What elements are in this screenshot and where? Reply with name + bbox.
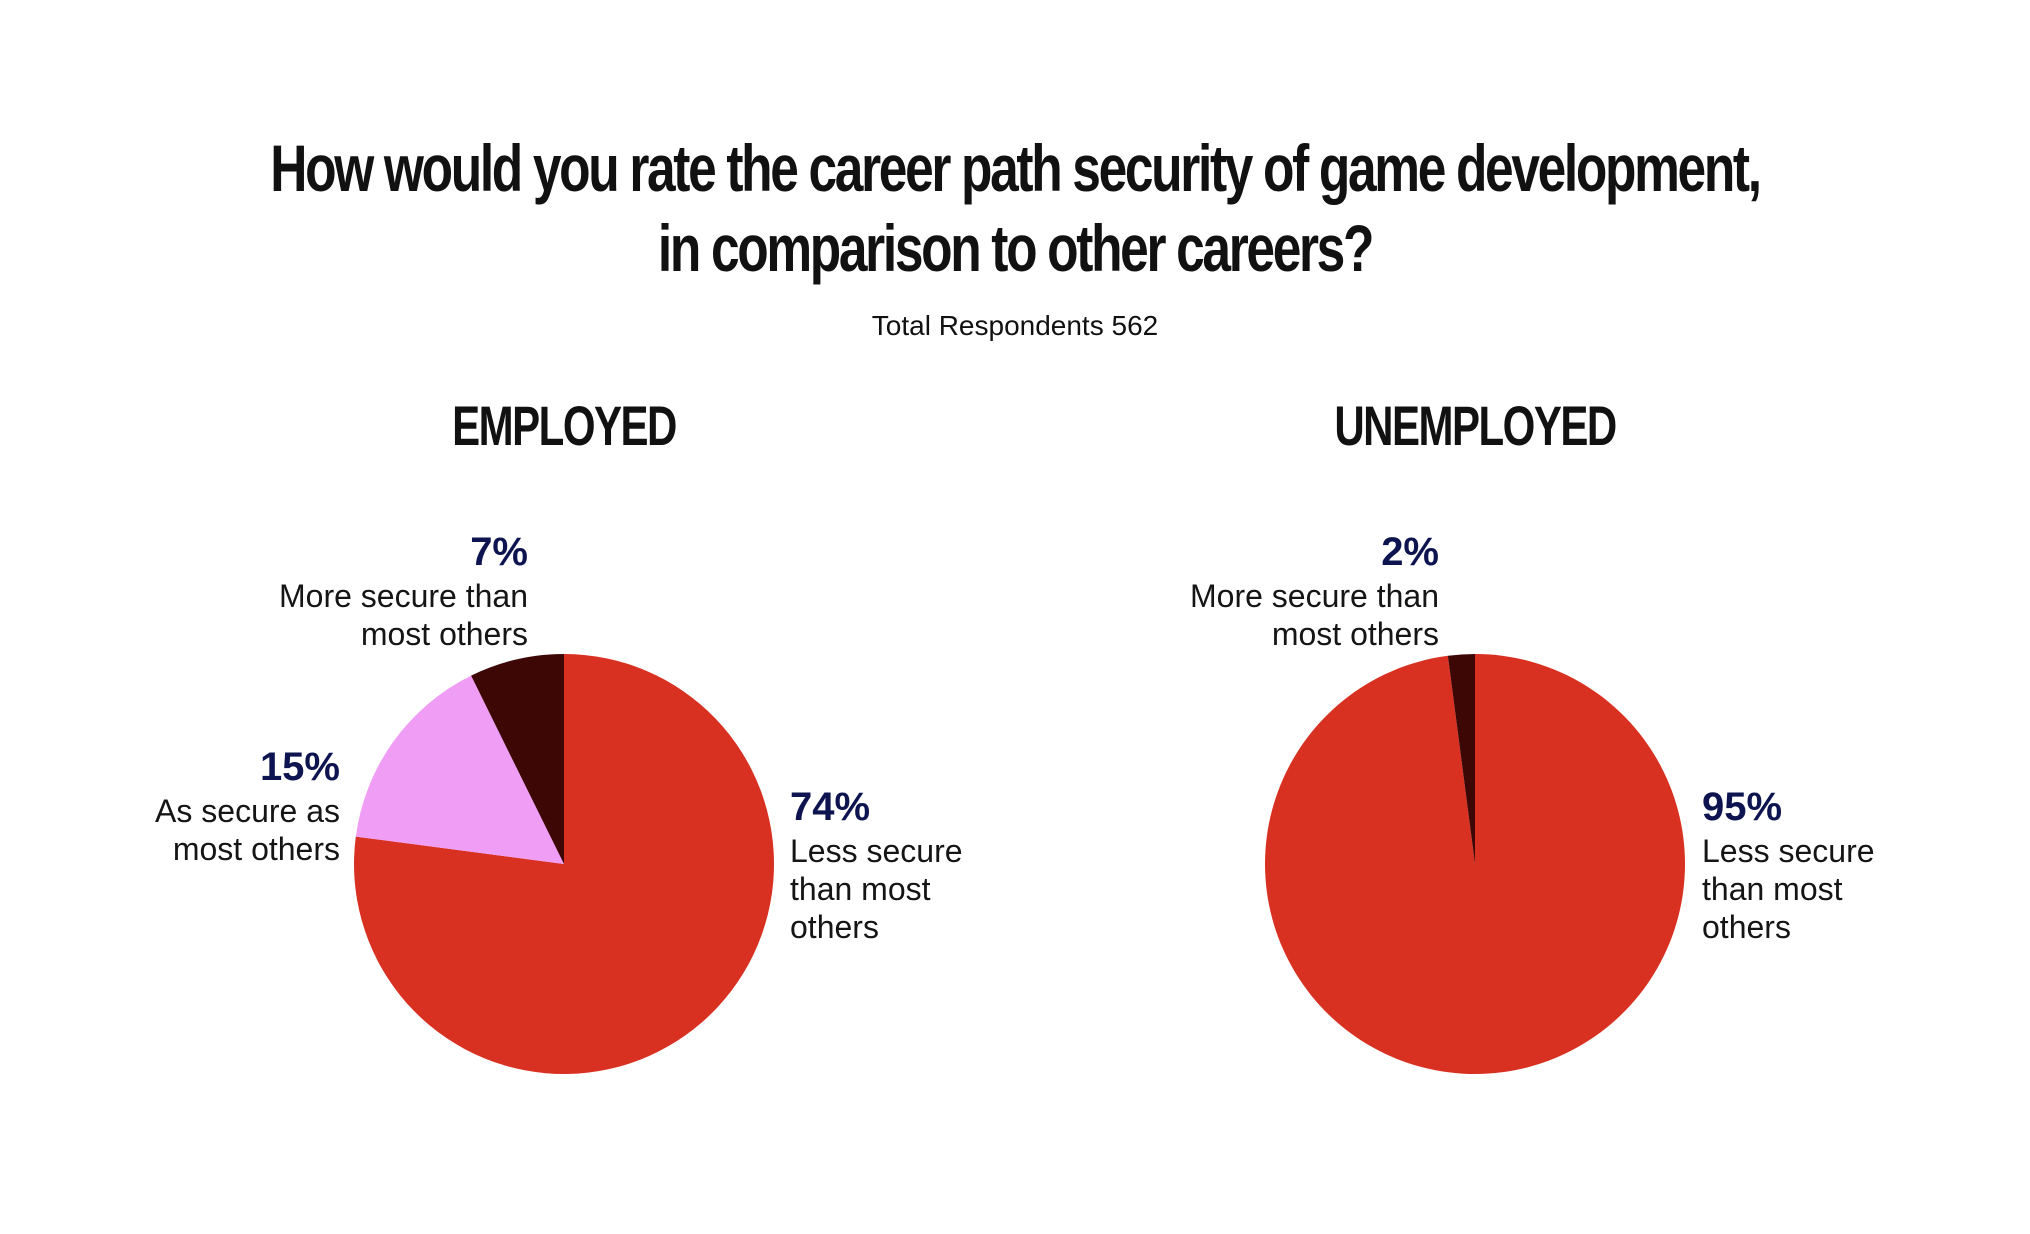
slice-category-label-unemployed-0-line-2: others <box>1702 909 1791 945</box>
pie-unemployed <box>1265 654 1686 1075</box>
slice-category-label-employed-1-line-0: As secure as <box>155 793 340 829</box>
pie-slice-unemployed-0 <box>1265 654 1686 1075</box>
chart-subtitle: Total Respondents 562 <box>871 310 1159 341</box>
slice-value-label-employed-2: 7% <box>470 530 528 574</box>
slice-category-label-unemployed-1-line-1: most others <box>1272 616 1439 652</box>
pie-slice-employed-1 <box>355 675 564 864</box>
pie-employed <box>354 654 775 1074</box>
slice-category-label-employed-1-line-1: most others <box>173 831 340 867</box>
pie-slice-unemployed-1 <box>1447 654 1475 864</box>
slice-category-label-employed-2-line-0: More secure than <box>279 578 528 614</box>
pie-title-unemployed: UNEMPLOYED <box>1334 394 1617 457</box>
chart-title-line-1: How would you rate the career path secur… <box>270 131 1762 205</box>
slice-category-label-employed-0-line-2: others <box>790 909 879 945</box>
slice-category-label-employed-0-line-1: than most <box>790 871 931 907</box>
slice-value-label-unemployed-1: 2% <box>1381 530 1439 574</box>
slice-category-label-unemployed-0-line-1: than most <box>1702 871 1843 907</box>
slice-value-label-employed-0: 74% <box>790 785 870 829</box>
slice-category-label-unemployed-1-line-0: More secure than <box>1190 578 1439 614</box>
slice-value-label-unemployed-0: 95% <box>1702 785 1782 829</box>
slice-category-label-employed-0-line-0: Less secure <box>790 833 963 869</box>
pie-title-employed: EMPLOYED <box>452 394 677 457</box>
slice-category-label-unemployed-0-line-0: Less secure <box>1702 833 1875 869</box>
chart-title: How would you rate the career path secur… <box>223 128 1806 288</box>
chart-title-line-2: in comparison to other careers? <box>657 211 1375 285</box>
slice-value-label-employed-1: 15% <box>260 745 340 789</box>
slice-category-label-employed-2-line-1: most others <box>361 616 528 652</box>
pie-slice-employed-2 <box>471 654 564 864</box>
pie-slice-employed-0 <box>354 654 775 1074</box>
